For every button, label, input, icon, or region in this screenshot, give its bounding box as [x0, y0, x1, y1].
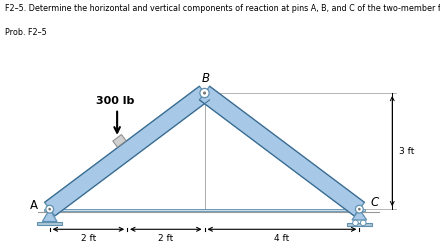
Bar	[44, 209, 365, 211]
Circle shape	[48, 208, 51, 210]
Circle shape	[200, 88, 209, 98]
Text: Prob. F2–5: Prob. F2–5	[5, 28, 47, 37]
Text: B: B	[201, 72, 209, 85]
Text: 2 ft: 2 ft	[81, 234, 96, 243]
Bar	[37, 222, 62, 226]
Circle shape	[203, 91, 206, 95]
Circle shape	[360, 220, 366, 226]
Text: F2–5. Determine the horizontal and vertical components of reaction at pins A, B,: F2–5. Determine the horizontal and verti…	[5, 4, 440, 13]
Text: 300 lb: 300 lb	[96, 96, 134, 106]
Polygon shape	[113, 135, 126, 147]
Circle shape	[358, 208, 361, 210]
Polygon shape	[44, 86, 209, 216]
Polygon shape	[199, 86, 364, 216]
Circle shape	[356, 205, 363, 213]
Text: 3 ft: 3 ft	[399, 147, 414, 156]
Circle shape	[46, 205, 54, 213]
Polygon shape	[42, 209, 57, 222]
Text: C: C	[370, 196, 378, 209]
Bar	[347, 223, 372, 226]
Circle shape	[353, 220, 358, 226]
Polygon shape	[352, 209, 367, 220]
Text: 4 ft: 4 ft	[274, 234, 290, 243]
Text: A: A	[29, 199, 37, 212]
Text: 2 ft: 2 ft	[158, 234, 173, 243]
